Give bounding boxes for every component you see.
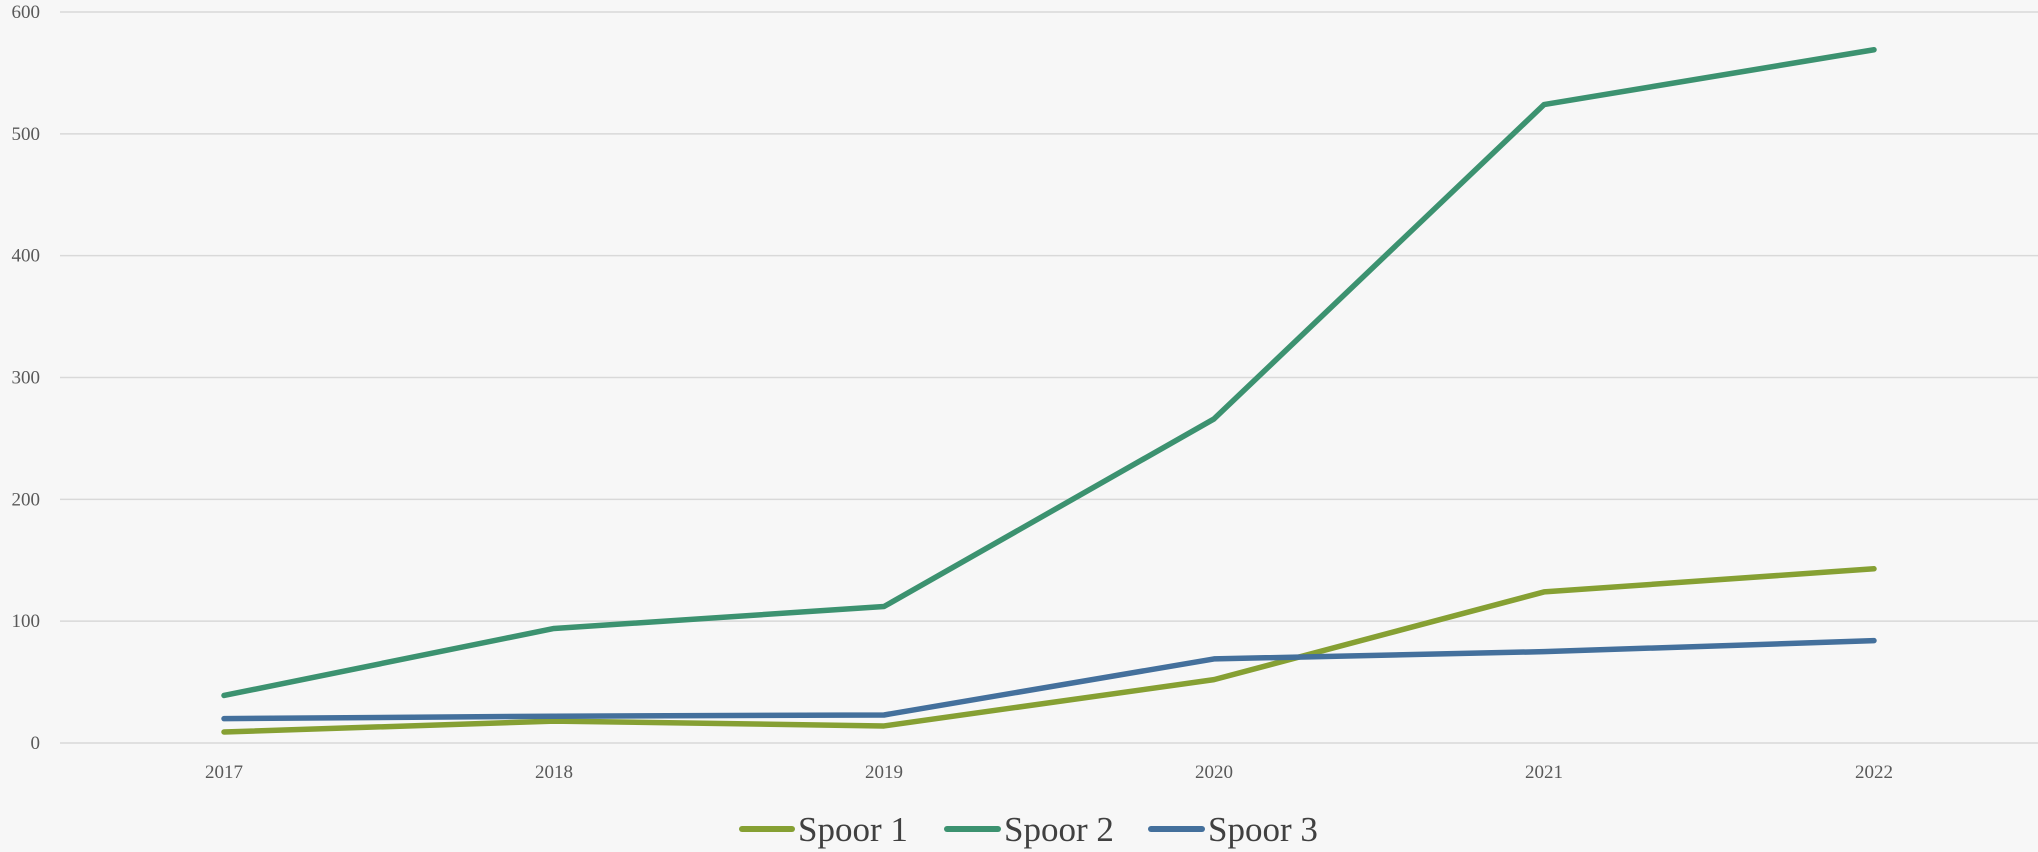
x-axis-tick-labels: 2017 2018 2019 2020 2021 2022 xyxy=(205,762,1893,783)
x-tick-label: 2018 xyxy=(535,762,573,783)
x-tick-label: 2017 xyxy=(205,762,243,783)
y-tick-label: 200 xyxy=(12,489,41,510)
legend-label: Spoor 1 xyxy=(798,810,908,849)
legend-item-3: Spoor 3 xyxy=(1148,810,1318,849)
y-tick-label: 0 xyxy=(31,733,41,754)
y-axis-tick-labels: 0 100 200 300 400 500 600 xyxy=(12,2,41,754)
legend-item-1: Spoor 1 xyxy=(739,810,908,849)
legend: Spoor 1 Spoor 2 Spoor 3 xyxy=(739,810,1318,849)
y-tick-label: 500 xyxy=(12,124,41,145)
series-line-1 xyxy=(221,566,1877,735)
x-tick-label: 2020 xyxy=(1195,762,1233,783)
y-tick-label: 100 xyxy=(12,611,41,632)
y-tick-label: 600 xyxy=(12,2,41,23)
gridlines xyxy=(60,11,2038,744)
series-line-2 xyxy=(221,47,1877,699)
y-tick-label: 300 xyxy=(12,368,41,389)
x-tick-label: 2021 xyxy=(1525,762,1563,783)
legend-label: Spoor 2 xyxy=(1004,810,1114,849)
legend-label: Spoor 3 xyxy=(1208,810,1318,849)
series-lines xyxy=(221,47,1877,735)
x-tick-label: 2022 xyxy=(1855,762,1893,783)
series-line-3 xyxy=(221,637,1877,722)
y-tick-label: 400 xyxy=(12,246,41,267)
legend-item-2: Spoor 2 xyxy=(944,810,1114,849)
x-tick-label: 2019 xyxy=(865,762,903,783)
